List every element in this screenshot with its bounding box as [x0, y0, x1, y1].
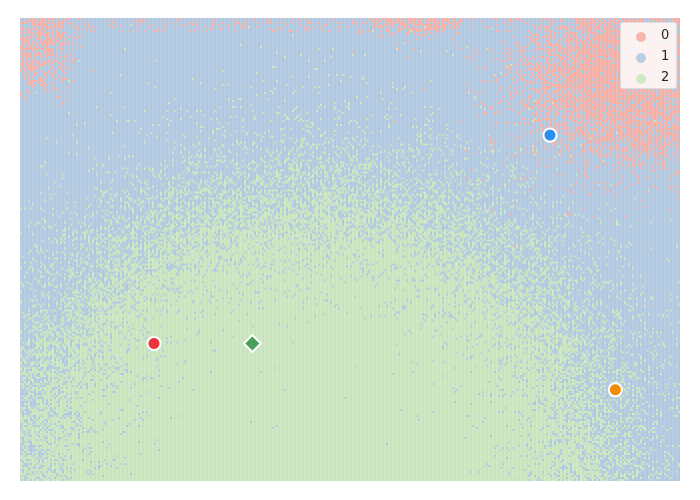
legend-label-1: 1 [661, 49, 670, 64]
legend-label-0: 0 [661, 28, 670, 43]
legend: 0 1 2 [620, 22, 677, 89]
marker-layer [146, 127, 623, 398]
blue-agent-marker [542, 127, 558, 143]
legend-swatch-1 [636, 53, 646, 63]
class-heatmap [20, 18, 680, 481]
legend-item-1: 1 [621, 47, 676, 68]
legend-label-2: 2 [661, 70, 670, 85]
legend-swatch-0 [636, 32, 646, 42]
red-agent-marker [146, 335, 162, 351]
legend-swatch-2 [636, 74, 646, 84]
policy-map [20, 18, 680, 481]
legend-item-0: 0 [621, 26, 676, 47]
legend-item-2: 2 [621, 68, 676, 89]
orange-agent-marker [607, 382, 623, 398]
green-goal-marker [242, 333, 263, 354]
